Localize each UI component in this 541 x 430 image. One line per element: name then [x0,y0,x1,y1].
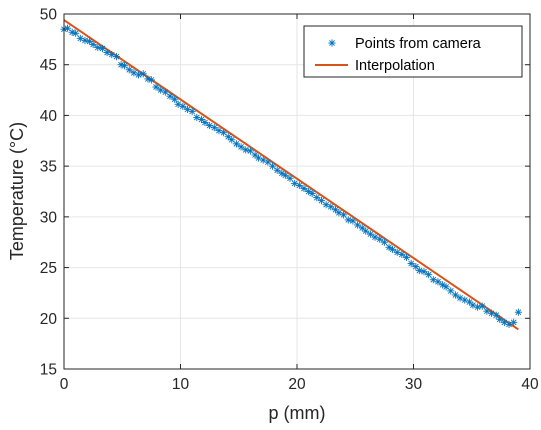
data-point [514,308,522,316]
data-point [134,71,143,79]
x-tick-label: 20 [288,376,306,393]
data-point [295,181,303,190]
data-point [171,95,179,103]
data-point [228,136,236,144]
tick-labels: 0 10 20 30 40 15 20 25 30 35 40 45 50 [40,7,539,394]
data-point [327,203,335,211]
data-point [313,193,321,202]
data-point [63,24,72,32]
data-point [317,197,326,205]
data-point [362,227,370,235]
data-point [496,315,504,323]
x-axis-label: p (mm) [269,403,326,423]
data-point [353,221,362,229]
x-tick-label: 0 [60,376,69,393]
data-point [434,278,442,286]
legend-box [303,25,523,78]
data-point [125,66,133,74]
data-point [72,29,80,37]
y-tick-label: 20 [40,311,58,328]
data-point [510,318,518,326]
data-point [161,88,169,96]
data-point [388,245,397,253]
data-point [308,189,316,198]
data-point [366,230,374,238]
data-point [220,129,228,137]
data-point [201,118,209,127]
data-point [398,250,406,258]
data-point [451,291,460,299]
y-tick-label: 30 [40,209,58,226]
data-point [447,287,455,295]
data-point [505,320,513,328]
data-point [407,259,415,268]
data-point [98,44,107,53]
data-point [94,43,102,52]
data-point [89,40,97,49]
data-point [264,158,272,166]
data-point [210,124,218,132]
legend: Points from camera Interpolation [303,25,523,78]
x-tick-label: 30 [405,376,423,393]
data-point [120,62,129,70]
y-tick-label: 25 [40,260,57,277]
y-tick-label: 15 [40,362,57,379]
y-tick-label: 45 [40,57,57,74]
data-point [273,166,281,174]
data-point [300,184,308,193]
data-point [81,36,89,44]
data-point [242,146,250,154]
data-point [415,267,423,275]
x-tick-label: 40 [521,376,539,393]
data-point [349,217,357,225]
data-point [268,162,277,170]
data-point [232,140,241,148]
y-tick-label: 35 [40,159,57,176]
data-point [340,211,348,219]
data-point [152,83,160,91]
y-tick-label: 50 [40,7,58,24]
interpolation-line-layer [63,19,519,331]
data-point [420,268,428,276]
data-point [112,53,121,61]
data-point [376,235,384,243]
y-axis-label: Temperature (°C) [7,122,27,260]
legend-asterisk [328,39,336,47]
data-point [147,76,155,84]
data-point [237,143,245,151]
data-point [380,238,388,246]
data-point [188,107,196,115]
data-point [478,302,486,310]
data-point [402,253,411,262]
scatter-points-layer [60,24,522,328]
data-point [442,283,450,291]
data-point [425,271,433,279]
ticks [63,13,531,370]
data-point [473,303,482,311]
data-point [179,102,187,110]
interpolation-line [63,19,519,331]
data-point [281,171,289,179]
x-tick-label: 10 [172,376,190,393]
data-point [286,174,294,182]
legend-label-points: Points from camera [355,36,482,52]
data-point [246,147,254,155]
legend-marker-points [328,39,336,47]
data-point [344,216,352,224]
legend-label-interpolation: Interpolation [355,58,435,74]
y-tick-label: 40 [40,108,58,125]
data-point [139,70,147,78]
data-point [166,92,174,100]
